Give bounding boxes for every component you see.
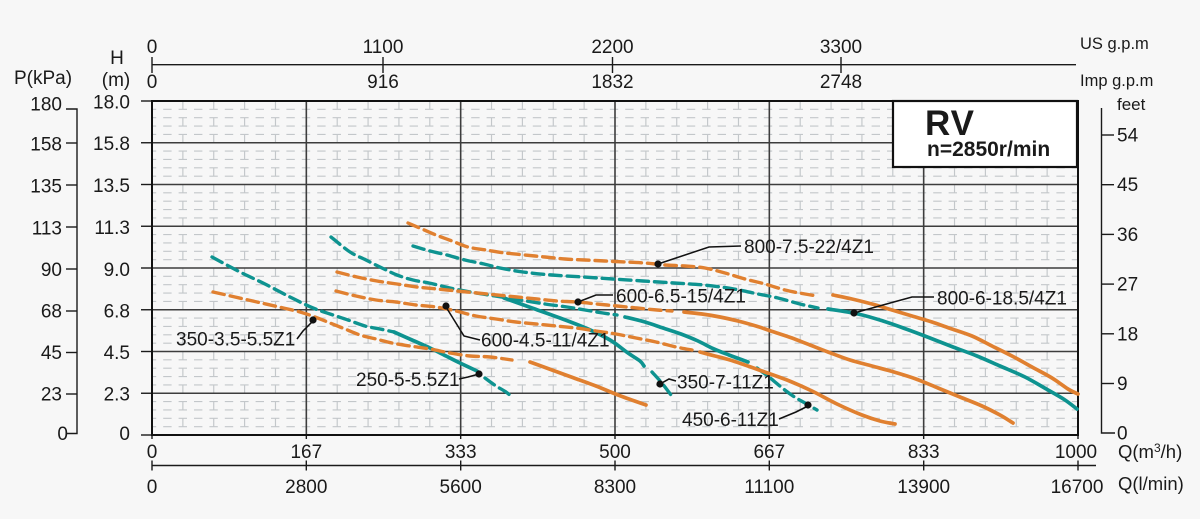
- svg-text:H: H: [110, 48, 124, 69]
- svg-text:0: 0: [57, 424, 68, 445]
- svg-text:US g.p.m: US g.p.m: [1080, 35, 1149, 53]
- svg-text:13900: 13900: [897, 477, 950, 498]
- svg-text:(m): (m): [102, 70, 130, 91]
- svg-text:16700: 16700: [1051, 477, 1104, 498]
- svg-text:18: 18: [1117, 324, 1138, 345]
- svg-text:2800: 2800: [285, 477, 327, 498]
- svg-text:Q(m3/h): Q(m3/h): [1118, 441, 1182, 462]
- svg-text:Imp g.p.m: Imp g.p.m: [1080, 72, 1153, 90]
- svg-text:11.3: 11.3: [94, 218, 130, 239]
- svg-text:800-7.5-22/4Z1: 800-7.5-22/4Z1: [744, 237, 874, 258]
- svg-text:n=2850r/min: n=2850r/min: [927, 138, 1050, 161]
- svg-text:0: 0: [147, 72, 158, 93]
- svg-text:9: 9: [1117, 374, 1128, 395]
- svg-text:5600: 5600: [440, 477, 482, 498]
- svg-text:P(kPa): P(kPa): [14, 68, 72, 89]
- svg-text:2200: 2200: [591, 37, 633, 58]
- svg-text:500: 500: [599, 442, 631, 463]
- svg-text:0: 0: [147, 477, 158, 498]
- svg-text:54: 54: [1117, 126, 1139, 147]
- svg-text:8300: 8300: [594, 477, 636, 498]
- svg-text:916: 916: [367, 72, 399, 93]
- svg-text:feet: feet: [1117, 95, 1146, 114]
- svg-text:333: 333: [445, 442, 477, 463]
- svg-text:45: 45: [41, 343, 62, 364]
- svg-text:13.5: 13.5: [93, 176, 130, 197]
- svg-text:600-4.5-11/4Z1: 600-4.5-11/4Z1: [481, 331, 610, 352]
- svg-text:158: 158: [30, 135, 62, 156]
- svg-text:9.0: 9.0: [104, 260, 130, 281]
- svg-text:36: 36: [1117, 225, 1138, 246]
- svg-text:833: 833: [908, 442, 940, 463]
- svg-text:6.8: 6.8: [104, 302, 130, 323]
- svg-text:1100: 1100: [363, 37, 404, 58]
- svg-text:4.5: 4.5: [104, 343, 130, 364]
- svg-text:2748: 2748: [820, 72, 862, 93]
- svg-text:90: 90: [41, 260, 62, 281]
- svg-text:68: 68: [41, 302, 62, 323]
- svg-text:15.8: 15.8: [93, 134, 130, 155]
- svg-text:350-3.5-5.5Z1: 350-3.5-5.5Z1: [176, 330, 295, 351]
- svg-text:800-6-18.5/4Z1: 800-6-18.5/4Z1: [937, 289, 1067, 310]
- svg-text:3300: 3300: [820, 37, 862, 58]
- svg-text:45: 45: [1117, 175, 1138, 196]
- svg-text:0: 0: [147, 37, 158, 58]
- svg-text:0: 0: [1117, 424, 1128, 445]
- svg-text:667: 667: [753, 442, 785, 463]
- svg-text:113: 113: [32, 219, 62, 240]
- svg-text:167: 167: [290, 442, 322, 463]
- svg-text:11100: 11100: [744, 477, 794, 498]
- svg-text:Q(l/min): Q(l/min): [1118, 473, 1184, 494]
- svg-text:250-5-5.5Z1: 250-5-5.5Z1: [356, 370, 460, 391]
- svg-text:0: 0: [119, 424, 130, 445]
- svg-text:135: 135: [30, 177, 62, 198]
- svg-text:1832: 1832: [591, 72, 633, 93]
- svg-text:0: 0: [147, 442, 158, 463]
- svg-text:27: 27: [1117, 275, 1138, 296]
- svg-text:23: 23: [41, 385, 62, 406]
- svg-text:1000: 1000: [1055, 442, 1097, 463]
- svg-text:2.3: 2.3: [104, 385, 130, 406]
- svg-text:350-7-11Z1: 350-7-11Z1: [677, 373, 774, 394]
- svg-text:600-6.5-15/4Z1: 600-6.5-15/4Z1: [616, 287, 746, 308]
- svg-text:RV: RV: [925, 104, 975, 143]
- svg-text:18.0: 18.0: [93, 93, 130, 114]
- svg-text:450-6-11Z1: 450-6-11Z1: [682, 410, 779, 431]
- svg-text:180: 180: [30, 95, 62, 116]
